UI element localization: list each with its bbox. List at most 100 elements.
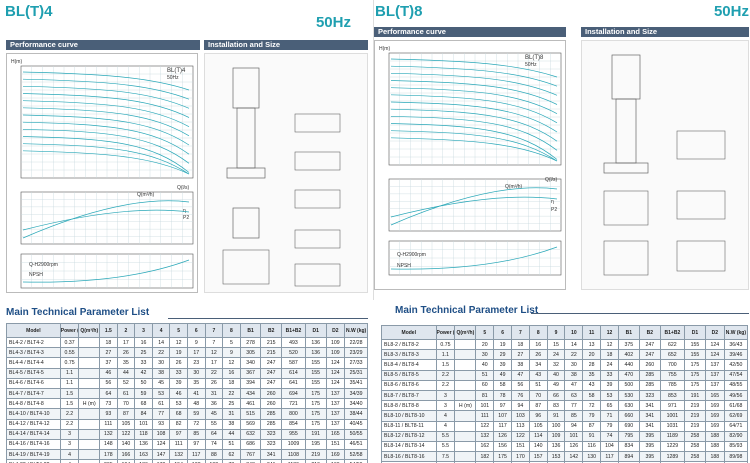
value-cell: 105 [116,418,136,430]
value-cell: 26 [116,347,136,359]
value-cell: 622 [659,338,685,351]
table-row: BL4-5 / BLT4-5 1.1 46 44 42 38 33 30 22 16 367 247 6… [6,367,368,379]
model-cell: BL4-10 / BLT4-10 [6,408,61,420]
chart-h-unit-right: H(m) [379,46,390,52]
value-cell: 461 [239,398,262,410]
left-panel: BL(T)4 50Hz Performance curve Installati… [3,0,369,463]
column-header: 9 [546,325,566,340]
value-cell: 14 [151,336,171,349]
value-cell: 31 [204,387,224,400]
value-cell: 5.5 [435,430,456,442]
value-cell: 2.2 [435,369,456,381]
value-cell: 694 [281,387,306,400]
column-header: Q(m³/h) [78,323,101,338]
value-cell: 22/28 [344,336,368,349]
table-row: BL4-10 / BLT4-10 2.2 93 87 84 77 68 59 45 31 515 28… [6,408,368,420]
value-cell: 632 [239,428,262,440]
value-cell: 37 [99,357,118,369]
value-cell: 142 [564,451,584,463]
table-row: BL8-11 / BLT8-11 4 122 117 113 105 100 94 87 79 69… [381,420,749,432]
value-cell: 247 [638,349,661,361]
table-row: BL4-14 / BLT4-14 3 132 122 118 108 97 85 64 44 632… [6,428,368,440]
model-cell: BL8-6 / BLT8-6 [381,379,437,391]
value-cell: 38 [564,369,584,381]
value-cell: 44 [116,367,136,379]
value-cell: 2.2 [59,408,80,420]
value-cell: 36 [204,398,224,410]
installation-drawing-right [581,40,749,290]
value-cell: 74 [204,438,224,451]
value-cell: 51 [475,369,495,381]
value-cell: 77 [564,400,584,412]
value-cell: 136 [304,336,327,349]
value-cell: 89/98 [723,451,749,463]
value-cell: 0.75 [59,357,80,369]
value-cell: 107 [493,410,512,422]
value-cell: 43 [582,379,602,391]
value-cell: 38 [511,359,530,371]
value-cell: 49 [546,379,566,391]
model-cell: BL8-5 / BLT8-5 [381,369,437,381]
value-cell: 395 [638,430,661,442]
qh-curve [22,71,190,91]
value-cell: 93/101 [723,461,749,463]
value-cell: 4 [435,420,456,432]
value-cell: 17 [186,347,206,359]
qh-curve [390,58,558,78]
value-cell: 38/44 [344,408,368,420]
value-cell: 113 [511,420,530,432]
table-row: BL8-4 / BLT8-4 1.5 40 39 38 34 32 30 28 24 440 260 7… [381,359,749,371]
value-cell: 219 [304,459,327,463]
value-cell: 136 [304,347,327,359]
value-cell: 3 [435,400,456,412]
value-cell: 341 [638,400,661,412]
value-cell: 493 [281,336,306,349]
model-cell: BL8-3 / BLT8-3 [381,349,437,361]
value-cell: 7 [204,336,224,349]
value-cell: 258 [683,451,706,463]
value-cell: 31 [222,408,241,420]
value-cell: 26 [528,349,548,361]
value-cell: 45 [151,377,171,389]
value-cell: 34 [528,359,548,371]
model-cell: BL4-2 / BLT4-2 [6,336,61,349]
efficiency-curve [22,209,190,231]
chart-eta-label-right: η [551,199,554,205]
qh-curve [390,115,558,151]
value-cell: 1229 [659,440,685,453]
value-cell: 60 [475,379,495,391]
value-cell: 65 [600,400,619,412]
product-title-left: BL(T)4 [5,3,53,20]
value-cell: 117 [600,451,619,463]
value-cell: 40/45 [344,418,368,430]
value-cell: 660 [617,410,640,422]
column-header: 11 [582,325,602,340]
value-cell: 19 [169,347,188,359]
value-cell: 132 [475,430,495,442]
value-cell: 94 [511,400,530,412]
value-cell: 137 [704,369,725,381]
value-cell: 520 [281,347,306,359]
value-cell: 35 [582,369,602,381]
value-cell: 111 [169,438,188,451]
chart-q-ls-right: Q(l/s) [545,177,558,183]
value-cell: 834 [617,440,640,453]
value-cell: 23/29 [344,347,368,359]
model-cell: BL4-7 / BLT4-7 [6,387,61,400]
value-cell: H (m) [454,400,477,412]
value-cell: 12 [169,336,188,349]
value-cell: 175 [304,398,327,410]
value-cell: 117 [186,449,206,461]
value-cell: 122 [475,420,495,432]
value-cell: 614 [281,367,306,379]
value-cell: 14 [564,338,584,351]
value-cell [78,459,101,463]
value-cell: 260 [260,387,283,400]
value-cell: 18 [600,349,619,361]
value-cell: 47 [511,369,530,381]
model-cell: BL8-11 / BLT8-11 [381,420,437,432]
column-header: 5 [169,323,188,338]
value-cell: 49 [493,369,512,381]
value-cell [78,408,101,420]
